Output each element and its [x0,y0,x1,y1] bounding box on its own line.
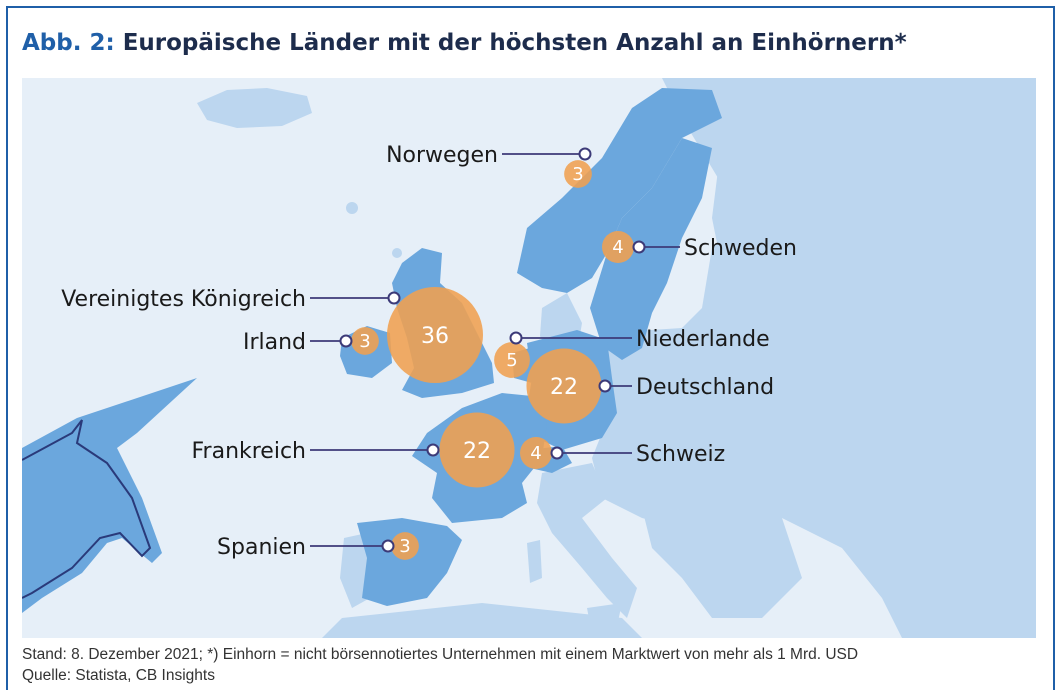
balkans [642,498,802,618]
value-label-spanien: 3 [399,536,410,557]
value-label-schweiz: 4 [530,443,541,464]
bubble-norwegen [564,160,592,188]
country-label-schweiz: Schweiz [636,442,725,467]
marker-schweden [632,240,646,254]
faroe-islands [346,202,358,214]
finland [712,118,812,278]
country-label-niederlande: Niederlande [636,327,770,352]
italy [537,463,637,618]
country-label-norwegen: Norwegen [386,143,498,168]
sweden-shape [590,138,712,360]
country-label-deutschland: Deutschland [636,375,774,400]
country-label-vereinigtes-konigreich: Vereinigtes Königreich [61,287,306,312]
figure-frame [6,6,1055,690]
background-land [197,78,1036,638]
marker-schweiz [550,446,564,460]
bubble-deutschland [526,348,602,424]
figure-title-text: Europäische Länder mit der höchsten Anza… [122,30,907,56]
shetland [392,248,402,258]
value-label-norwegen: 3 [572,164,583,185]
label-layer: Vereinigtes Königreich Deutschland Frankre… [61,143,797,560]
unicorn-outline [22,419,152,599]
bubble-niederlande [494,342,530,378]
bubble-spanien [391,532,419,560]
value-label-deutschland: 22 [550,375,578,400]
country-label-schweden: Schweden [684,236,797,261]
marker-niederlande [509,331,523,345]
value-label-vereinigtes-konigreich: 36 [421,324,449,349]
marker-irland [339,334,353,348]
europe-map: 36 22 22 5 4 4 3 3 3 Vereinigtes Königreich Deuts… [22,78,1036,638]
country-label-irland: Irland [243,330,306,355]
bubble-layer: 36 22 22 5 4 4 3 3 3 [351,160,634,560]
country-label-spanien: Spanien [217,535,306,560]
bubble-frankreich [439,412,515,488]
spain-shape [357,518,462,606]
leader-lines [310,153,680,547]
bubble-schweden [602,231,634,263]
country-label-frankreich: Frankreich [191,439,306,464]
eastern-europe [632,78,1036,638]
marker-norwegen [578,147,592,161]
portugal [340,533,370,608]
marker-deutschland [598,379,612,393]
value-label-niederlande: 5 [506,350,517,371]
marker-spanien [381,539,395,553]
norway-shape [517,88,722,293]
figure-number: Abb. 2: [22,30,115,56]
value-label-irland: 3 [359,331,370,352]
north-africa [322,603,642,638]
sardinia [527,540,542,583]
source-note: Quelle: Statista, CB Insights [22,667,215,684]
central-europe [592,328,742,528]
bubble-schweiz [520,437,552,469]
footnote: Stand: 8. Dezember 2021; *) Einhorn = ni… [22,646,859,663]
marker-frankreich [426,443,440,457]
marker-vereinigtes-konigreich [387,291,401,305]
bubble-vereinigtes-konigreich [387,287,483,383]
value-label-frankreich: 22 [463,439,491,464]
bubble-irland [351,327,379,355]
value-label-schweden: 4 [612,237,623,258]
unicorn-illustration [22,378,197,613]
iceland [197,88,312,128]
figure-title: Abb. 2: Europäische Länder mit der höchs… [22,30,907,56]
